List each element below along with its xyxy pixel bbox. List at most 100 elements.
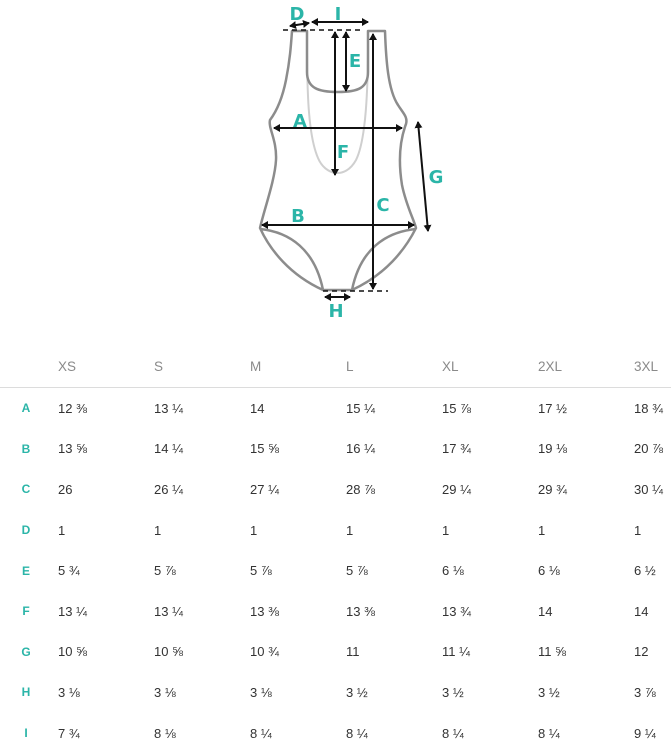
column-header: M	[250, 345, 346, 388]
measurement-cell: 11 ⅝	[538, 644, 566, 660]
measurement-cell: 14	[250, 400, 265, 416]
measurement-cell: 10 ¾	[250, 644, 279, 660]
label-a: A	[293, 111, 307, 132]
measurement-cell: 27 ¼	[250, 481, 279, 497]
table-row: D 1 1 1 1 1 1 1	[0, 510, 671, 551]
column-header: L	[346, 345, 442, 388]
measurement-cell: 1	[346, 522, 354, 538]
measurement-cell: 17 ¾	[442, 441, 471, 457]
measurement-cell: 7 ¾	[58, 725, 80, 741]
arrow-g	[414, 121, 432, 232]
measurement-cell: 9 ¼	[634, 725, 656, 741]
label-d: D	[290, 4, 305, 25]
row-label: E	[21, 563, 30, 578]
row-label: B	[21, 441, 31, 456]
measurement-cell: 1	[442, 522, 450, 538]
corner-cell	[0, 345, 58, 388]
bodysuit-measurement-diagram: A B C D E F G H I	[258, 4, 444, 322]
row-label: C	[21, 482, 31, 497]
measurement-cell: 20 ⅞	[634, 441, 663, 457]
measurement-cell: 14 ¼	[154, 441, 183, 457]
table-row: B 13 ⅝ 14 ¼ 15 ⅝ 16 ¼ 17 ¾ 19 ⅛ 20 ⅞	[0, 429, 671, 470]
measurement-cell: 16 ¼	[346, 441, 375, 457]
measurement-cell: 6 ½	[634, 563, 656, 579]
measurement-cell: 17 ½	[538, 400, 567, 416]
label-c: C	[376, 195, 389, 216]
measurement-cell: 8 ¼	[538, 725, 560, 741]
label-g: G	[429, 167, 444, 188]
column-header: XL	[442, 345, 538, 388]
table-row: C 26 26 ¼ 27 ¼ 28 ⅞ 29 ¼ 29 ¾ 30 ¼	[0, 469, 671, 510]
label-e: E	[349, 51, 361, 72]
table-row: F 13 ¼ 13 ¼ 13 ⅜ 13 ⅜ 13 ¾ 14 14	[0, 591, 671, 632]
measurement-cell: 3 ⅛	[154, 684, 176, 700]
measurement-cell: 26 ¼	[154, 481, 183, 497]
table-row: G 10 ⅝ 10 ⅝ 10 ¾ 11 11 ¼ 11 ⅝ 12	[0, 632, 671, 673]
row-label: F	[22, 604, 30, 619]
measurement-cell: 18 ¾	[634, 400, 663, 416]
table-row: A 12 ⅜ 13 ¼ 14 15 ¼ 15 ⅞ 17 ½ 18 ¾	[0, 388, 671, 429]
measurement-cell: 13 ⅜	[346, 603, 375, 619]
column-header: 3XL	[634, 345, 671, 388]
measurement-cell: 3 ½	[442, 684, 464, 700]
measurement-cell: 13 ⅝	[58, 441, 87, 457]
measurement-cell: 1	[58, 522, 66, 538]
measurement-cell: 13 ⅜	[250, 603, 279, 619]
measurement-cell: 8 ⅛	[154, 725, 176, 741]
row-label: I	[24, 726, 28, 741]
measurement-cell: 10 ⅝	[154, 644, 183, 660]
measurement-cell: 11	[346, 644, 360, 660]
measurement-cell: 8 ¼	[442, 725, 464, 741]
arrow-d	[289, 19, 310, 30]
measurement-cell: 1	[154, 522, 162, 538]
measurement-cell: 5 ⅞	[346, 563, 368, 579]
measurement-cell: 3 ⅛	[250, 684, 272, 700]
measurement-cell: 14	[634, 603, 649, 619]
measurement-cell: 5 ¾	[58, 563, 80, 579]
measurement-cell: 30 ¼	[634, 481, 663, 497]
measurement-cell: 19 ⅛	[538, 441, 567, 457]
measurement-cell: 29 ¾	[538, 481, 567, 497]
measurement-cell: 14	[538, 603, 553, 619]
measurement-cell: 1	[250, 522, 258, 538]
row-label: D	[21, 523, 31, 538]
measurement-cell: 3 ½	[538, 684, 560, 700]
measurement-cell: 5 ⅞	[154, 563, 176, 579]
measurement-cell: 3 ½	[346, 684, 368, 700]
measurement-cell: 8 ¼	[346, 725, 368, 741]
measurement-cell: 13 ¼	[154, 400, 183, 416]
row-label: A	[21, 401, 31, 416]
measurement-cell: 13 ¼	[58, 603, 87, 619]
measurement-cell: 6 ⅛	[538, 563, 560, 579]
header-row: XS S M L XL 2XL 3XL	[0, 345, 671, 388]
measurement-cell: 1	[634, 522, 642, 538]
measurement-cell: 10 ⅝	[58, 644, 87, 660]
measurement-cell: 12 ⅜	[58, 400, 87, 416]
label-f: F	[337, 142, 349, 163]
measurement-cell: 11 ¼	[442, 644, 470, 660]
measurement-cell: 13 ¾	[442, 603, 471, 619]
measurement-cell: 26	[58, 481, 73, 497]
table-row: I 7 ¾ 8 ⅛ 8 ¼ 8 ¼ 8 ¼ 8 ¼ 9 ¼	[0, 713, 671, 753]
measurement-cell: 5 ⅞	[250, 563, 272, 579]
measurement-cell: 15 ⅞	[442, 400, 471, 416]
row-label: G	[21, 644, 31, 659]
label-b: B	[291, 206, 305, 227]
measurement-cell: 3 ⅛	[58, 684, 80, 700]
label-h: H	[328, 301, 343, 322]
row-label: H	[21, 685, 31, 700]
measurement-cell: 8 ¼	[250, 725, 272, 741]
measurement-cell: 3 ⅞	[634, 684, 656, 700]
table-row: H 3 ⅛ 3 ⅛ 3 ⅛ 3 ½ 3 ½ 3 ½ 3 ⅞	[0, 672, 671, 713]
measurement-cell: 6 ⅛	[442, 563, 464, 579]
column-header: S	[154, 345, 250, 388]
measurement-cell: 29 ¼	[442, 481, 471, 497]
column-header: XS	[58, 345, 154, 388]
measurement-cell: 13 ¼	[154, 603, 183, 619]
measurement-cell: 28 ⅞	[346, 481, 375, 497]
measurement-cell: 1	[538, 522, 546, 538]
measurement-cell: 12	[634, 644, 649, 660]
table-row: E 5 ¾ 5 ⅞ 5 ⅞ 5 ⅞ 6 ⅛ 6 ⅛ 6 ½	[0, 550, 671, 591]
measurement-arrows	[261, 18, 432, 301]
